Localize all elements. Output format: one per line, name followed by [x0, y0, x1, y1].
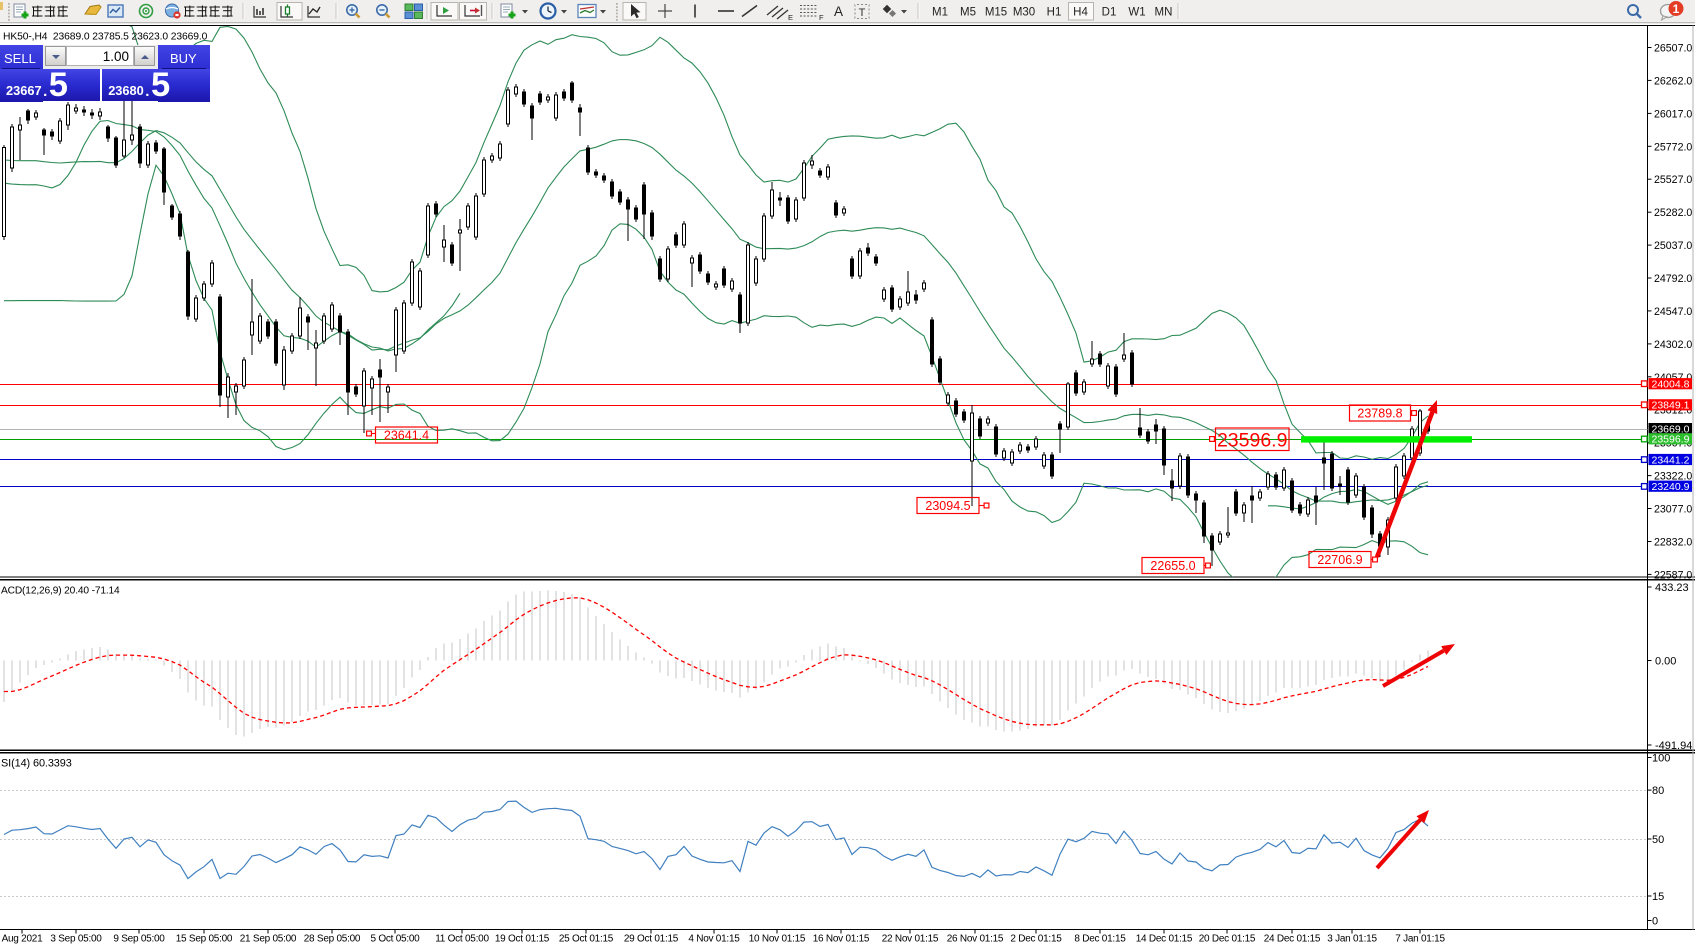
svg-text:M5: M5: [960, 7, 976, 19]
svg-text:23849.1: 23849.1: [1652, 400, 1690, 412]
svg-text:0: 0: [1652, 916, 1658, 928]
svg-text:-491.94: -491.94: [1655, 740, 1692, 752]
svg-text:433.23: 433.23: [1655, 582, 1689, 594]
svg-text:W1: W1: [1128, 7, 1145, 19]
svg-text:26017.0: 26017.0: [1654, 108, 1692, 120]
svg-text:D1: D1: [1102, 7, 1117, 19]
svg-text:15: 15: [1652, 891, 1664, 903]
svg-text:23240.9: 23240.9: [1652, 481, 1690, 493]
svg-text:26 Nov 01:15: 26 Nov 01:15: [947, 934, 1004, 945]
svg-text:25037.0: 25037.0: [1654, 240, 1692, 252]
svg-text:26262.0: 26262.0: [1654, 75, 1692, 87]
svg-text:3 Jan 01:15: 3 Jan 01:15: [1327, 934, 1377, 945]
svg-text:5 Oct 05:00: 5 Oct 05:00: [371, 934, 421, 945]
svg-text:2 Dec 01:15: 2 Dec 01:15: [1010, 934, 1062, 945]
svg-text:29 Oct 01:15: 29 Oct 01:15: [624, 934, 679, 945]
svg-text:22587.0: 22587.0: [1654, 569, 1692, 581]
svg-text:23094.5: 23094.5: [925, 499, 970, 513]
svg-text:ACD(12,26,9) 20.40 -71.14: ACD(12,26,9) 20.40 -71.14: [1, 586, 120, 597]
svg-text:M1: M1: [932, 7, 948, 19]
svg-text:H1: H1: [1047, 7, 1062, 19]
svg-text:9 Sep 05:00: 9 Sep 05:00: [113, 934, 165, 945]
svg-text:23441.2: 23441.2: [1652, 454, 1690, 466]
svg-text:24302.0: 24302.0: [1654, 339, 1692, 351]
svg-text:H4: H4: [1073, 7, 1088, 19]
svg-text:SI(14) 60.3393: SI(14) 60.3393: [1, 758, 72, 770]
svg-text:A: A: [834, 4, 843, 19]
svg-text:25282.0: 25282.0: [1654, 207, 1692, 219]
svg-text:14 Dec 01:15: 14 Dec 01:15: [1136, 934, 1193, 945]
svg-text:M30: M30: [1013, 7, 1035, 19]
svg-text:25772.0: 25772.0: [1654, 141, 1692, 153]
svg-text:11 Oct 05:00: 11 Oct 05:00: [435, 934, 489, 945]
svg-text:7 Jan 01:15: 7 Jan 01:15: [1395, 934, 1445, 945]
svg-text:HK50-,H4 23689.0 23785.5 2362: HK50-,H4 23689.0 23785.5 23623.0 23669.0: [3, 32, 208, 43]
svg-text:20 Dec 01:15: 20 Dec 01:15: [1199, 934, 1256, 945]
svg-text:22655.0: 22655.0: [1150, 559, 1195, 573]
svg-text:23641.4: 23641.4: [384, 429, 429, 443]
svg-text:0.00: 0.00: [1655, 656, 1676, 668]
svg-text:1: 1: [1673, 2, 1680, 16]
svg-text:23669.0: 23669.0: [1652, 424, 1690, 436]
svg-text:23322.0: 23322.0: [1654, 471, 1692, 483]
svg-text:25 Oct 01:15: 25 Oct 01:15: [559, 934, 614, 945]
svg-text:24 Dec 01:15: 24 Dec 01:15: [1264, 934, 1321, 945]
svg-text:22832.0: 22832.0: [1654, 537, 1692, 549]
svg-text:MN: MN: [1155, 7, 1173, 19]
svg-text:26507.0: 26507.0: [1654, 43, 1692, 55]
svg-text:8 Dec 01:15: 8 Dec 01:15: [1074, 934, 1126, 945]
svg-text:M15: M15: [985, 7, 1007, 19]
svg-text:28 Sep 05:00: 28 Sep 05:00: [304, 934, 361, 945]
svg-text:21 Sep 05:00: 21 Sep 05:00: [240, 934, 297, 945]
svg-text:50: 50: [1652, 834, 1664, 846]
svg-text:23077.0: 23077.0: [1654, 504, 1692, 516]
svg-text:22 Nov 01:15: 22 Nov 01:15: [882, 934, 939, 945]
svg-text:100: 100: [1652, 753, 1670, 765]
svg-text:22706.9: 22706.9: [1317, 553, 1362, 567]
svg-text:4 Nov 01:15: 4 Nov 01:15: [688, 934, 740, 945]
svg-text:15 Sep 05:00: 15 Sep 05:00: [176, 934, 233, 945]
svg-text:F: F: [819, 13, 824, 22]
svg-text:Aug 2021: Aug 2021: [2, 934, 44, 945]
svg-text:T: T: [859, 7, 866, 19]
svg-text:19 Oct 01:15: 19 Oct 01:15: [495, 934, 550, 945]
svg-text:16 Nov 01:15: 16 Nov 01:15: [813, 934, 870, 945]
svg-text:24547.0: 24547.0: [1654, 306, 1692, 318]
svg-text:23596.9: 23596.9: [1652, 434, 1690, 446]
svg-text:25527.0: 25527.0: [1654, 174, 1692, 186]
svg-text:80: 80: [1652, 785, 1664, 797]
svg-text:24792.0: 24792.0: [1654, 273, 1692, 285]
svg-text:E: E: [788, 13, 793, 22]
svg-text:23596.9: 23596.9: [1217, 429, 1288, 451]
svg-text:10 Nov 01:15: 10 Nov 01:15: [749, 934, 806, 945]
svg-text:24004.8: 24004.8: [1652, 379, 1690, 391]
svg-text:23789.8: 23789.8: [1357, 407, 1402, 421]
svg-text:3 Sep 05:00: 3 Sep 05:00: [50, 934, 102, 945]
